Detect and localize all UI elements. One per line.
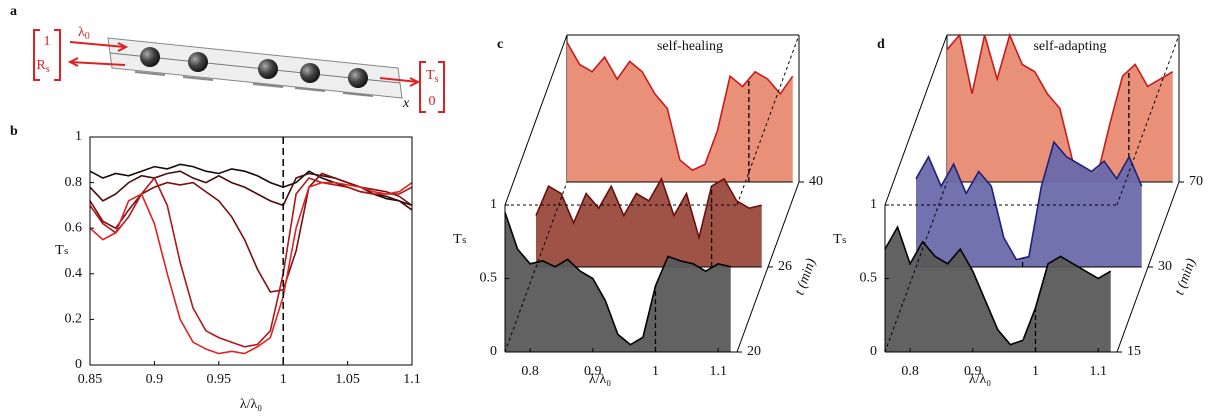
beams: [33, 29, 445, 113]
input-top: 1: [44, 34, 51, 49]
area-fill: [916, 142, 1142, 267]
x-tick-label: 1.1: [403, 372, 421, 387]
series-line: [89, 181, 413, 355]
t-tick-label: 26: [778, 259, 792, 274]
y-tick-label: 0.4: [65, 266, 83, 281]
x-axis-label: λ/λ₀: [589, 372, 611, 387]
y-tick-label: 0: [75, 357, 82, 372]
y-tick-label: 0.8: [65, 175, 83, 190]
frame-line: [884, 181, 948, 353]
z-tick-label: 0: [490, 344, 497, 359]
x-tick-label: 1: [652, 364, 659, 379]
frame-line: [736, 181, 800, 353]
x-tick-label: 0.9: [964, 364, 982, 379]
motion-arrows: [134, 71, 374, 97]
z-tick-label: 0.5: [860, 271, 878, 286]
frame-line: [1116, 181, 1180, 353]
output-bottom: 0: [429, 94, 436, 109]
z-axis-label: Tₛ: [453, 232, 467, 247]
t-tick-label: 15: [1127, 344, 1141, 359]
x-axis-label: λ/λ₀: [240, 397, 262, 412]
series-line: [884, 225, 1112, 346]
x-tick-label: 0.8: [901, 364, 919, 379]
area-fill: [505, 212, 731, 352]
t-tick-label: 40: [809, 174, 823, 189]
series-line: [504, 212, 731, 346]
x-tick-label: 0.8: [521, 364, 539, 379]
z-axis-label: Tₛ: [833, 232, 847, 247]
frame-line: [884, 34, 948, 206]
y-tick-label: 0.2: [65, 312, 83, 327]
area-fill: [885, 227, 1111, 352]
series-line: [946, 32, 1174, 176]
annotation: self-adapting: [1033, 39, 1106, 54]
series-line: [89, 170, 413, 211]
panel-a: a 1 Rs λ0 Ts 0 x: [10, 4, 445, 113]
x-tick-label: 1.1: [709, 364, 727, 379]
frame-line: [1116, 34, 1180, 206]
panel-label: c: [497, 37, 503, 52]
t-axis-label: t (min): [792, 256, 819, 297]
particles: [140, 47, 368, 88]
series-line: [566, 41, 794, 172]
axis-label: x: [402, 96, 410, 111]
panel-label: d: [877, 37, 885, 52]
annotation: self-healing: [657, 39, 723, 54]
y-tick-label: 0.6: [65, 220, 83, 235]
t-tick-label: 70: [1189, 174, 1203, 189]
z-tick-label: 1: [490, 197, 497, 212]
series-line: [915, 140, 1143, 261]
frame-line: [736, 34, 800, 206]
z-tick-label: 0: [870, 344, 877, 359]
series-line: [89, 176, 413, 348]
x-tick-label: 0.9: [584, 364, 602, 379]
y-tick-label: 1: [75, 129, 82, 144]
x-tick-label: 0.9: [146, 372, 164, 387]
t-tick-label: 20: [747, 344, 761, 359]
area-fill: [536, 178, 762, 267]
panel-label: b: [10, 124, 18, 139]
z-tick-label: 1: [870, 197, 877, 212]
t-axis-label: t (min): [1172, 256, 1199, 297]
plot-frame: [89, 136, 413, 366]
frame-line: [504, 34, 568, 206]
x-tick-label: 0.95: [207, 372, 232, 387]
wavelength: λ0: [78, 25, 90, 42]
input-bottom: Rs: [36, 58, 49, 75]
x-tick-label: 1: [280, 372, 287, 387]
panel-label: a: [10, 4, 17, 19]
series-line: [535, 176, 762, 241]
z-tick-label: 0.5: [480, 271, 498, 286]
frame-line: [504, 181, 568, 353]
output-top: Ts: [426, 68, 439, 85]
x-axis-label: λ/λ₀: [969, 372, 991, 387]
x-tick-label: 0.85: [78, 372, 103, 387]
t-tick-label: 30: [1158, 259, 1172, 274]
x-tick-label: 1.1: [1089, 364, 1107, 379]
x-tick-label: 1: [1032, 364, 1039, 379]
area-fill: [567, 42, 793, 182]
y-axis-label: Tₛ: [55, 243, 69, 258]
x-tick-label: 1.05: [335, 372, 360, 387]
